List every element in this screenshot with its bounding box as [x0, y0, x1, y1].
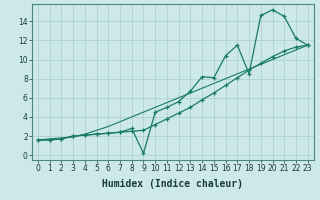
X-axis label: Humidex (Indice chaleur): Humidex (Indice chaleur)	[102, 179, 243, 189]
